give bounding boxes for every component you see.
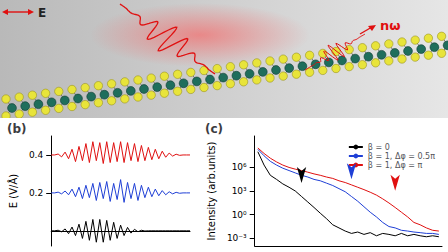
svg-text:β = 1, Δφ = π: β = 1, Δφ = π bbox=[368, 161, 423, 170]
svg-text:β = 1, Δφ = 0.5π: β = 1, Δφ = 0.5π bbox=[368, 152, 435, 161]
svg-text:nω: nω bbox=[380, 18, 401, 33]
svg-text:10⁶: 10⁶ bbox=[232, 162, 247, 172]
svg-text:10⁰: 10⁰ bbox=[232, 210, 247, 220]
svg-text:Intensity (arb.units): Intensity (arb.units) bbox=[206, 141, 217, 240]
svg-text:E (V/Å): E (V/Å) bbox=[7, 174, 19, 208]
svg-text:0.2: 0.2 bbox=[29, 188, 43, 198]
svg-text:E: E bbox=[38, 6, 46, 20]
svg-text:(c): (c) bbox=[205, 122, 223, 136]
svg-text:(b): (b) bbox=[7, 122, 27, 136]
svg-text:10⁻³: 10⁻³ bbox=[227, 233, 247, 243]
svg-text:0.4: 0.4 bbox=[29, 150, 44, 160]
svg-text:β = 0: β = 0 bbox=[368, 143, 390, 152]
svg-text:10³: 10³ bbox=[232, 186, 247, 196]
